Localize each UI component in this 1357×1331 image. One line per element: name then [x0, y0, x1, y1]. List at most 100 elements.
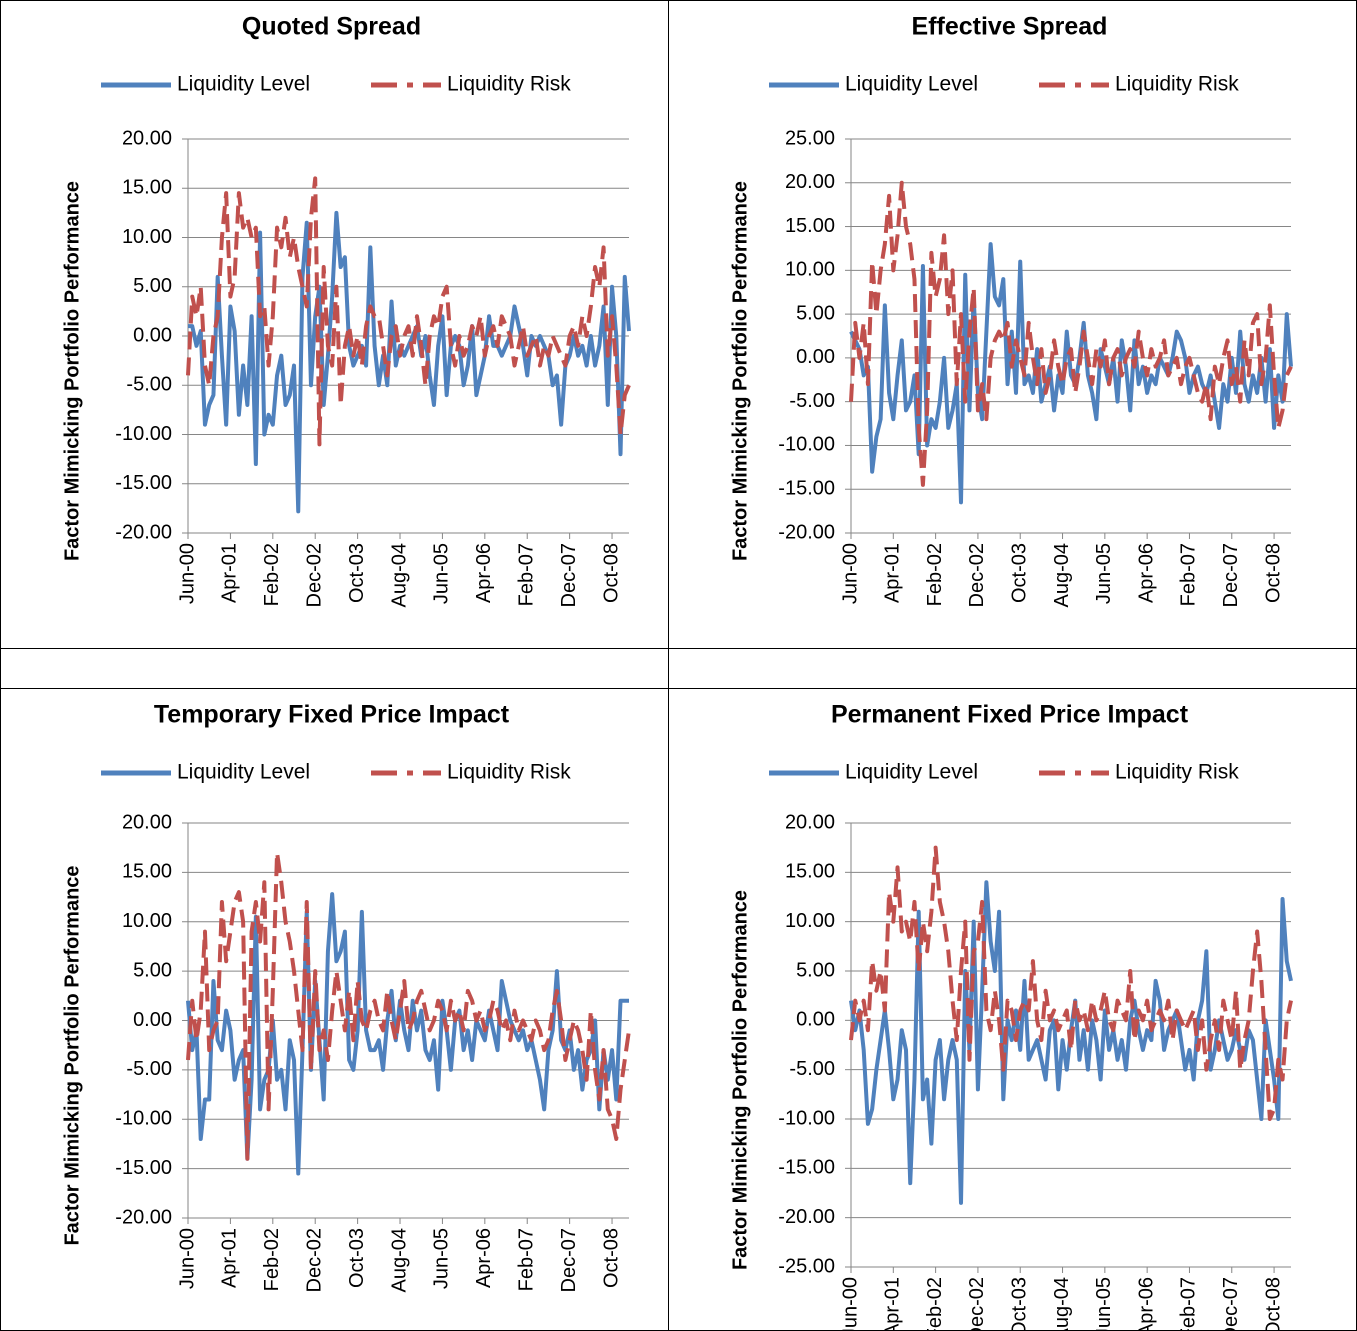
cell — [0, 648, 669, 689]
data-line — [849, 845, 1293, 1121]
chart: Temporary Fixed Price Impact Liquidity Le… — [61, 701, 631, 1293]
y-tick-label: -15.00 — [778, 1157, 835, 1179]
x-tick-label: Apr-01 — [882, 543, 904, 603]
y-axis-label: Factor Mimicking Portfolio Performance — [61, 865, 83, 1245]
x-tick-label: Jun-00 — [176, 1228, 198, 1289]
legend-label: Liquidity Risk — [1115, 761, 1239, 784]
x-tick-label: Feb-02 — [261, 1228, 283, 1291]
x-tick-label: Oct-03 — [346, 1228, 368, 1288]
y-tick-label: 5.00 — [133, 959, 172, 981]
y-tick-label: -10.00 — [778, 1107, 835, 1129]
x-tick-label: Dec-02 — [303, 1228, 325, 1292]
chart: Effective Spread Liquidity Level Liquidity… — [729, 13, 1293, 608]
chart-title: Effective Spread — [912, 13, 1108, 41]
chart: Permanent Fixed Price Impact Liquidity Le… — [729, 701, 1293, 1330]
x-tick-label: Jun-05 — [431, 1228, 453, 1289]
legend-label: Liquidity Risk — [1115, 73, 1239, 96]
y-tick-label: -15.00 — [115, 1157, 172, 1179]
chart-title: Quoted Spread — [242, 13, 421, 41]
y-tick-label: -5.00 — [789, 1058, 835, 1080]
y-axis-label: Factor Mimicking Portfolio Performance — [729, 890, 751, 1270]
cell: Permanent Fixed Price Impact Liquidity Le… — [668, 688, 1357, 1331]
y-tick-label: 5.00 — [796, 959, 835, 981]
chart-title: Temporary Fixed Price Impact — [154, 701, 510, 729]
x-tick-label: Apr-01 — [219, 543, 241, 603]
y-tick-label: 15.00 — [122, 861, 172, 883]
y-tick-label: -25.00 — [778, 1255, 835, 1277]
x-tick-label: Apr-06 — [1135, 543, 1157, 603]
x-tick-label: Oct-08 — [1262, 543, 1284, 603]
legend-label: Liquidity Level — [177, 73, 310, 96]
x-tick-label: Oct-08 — [1262, 1277, 1284, 1330]
x-tick-label: Jun-05 — [1093, 543, 1115, 604]
x-tick-label: Aug-04 — [388, 1228, 410, 1293]
x-tick-label: Feb-07 — [1178, 1277, 1200, 1330]
x-tick-label: Dec-07 — [558, 543, 580, 607]
data-line — [186, 176, 631, 447]
y-tick-label: -20.00 — [778, 521, 835, 543]
legend-label: Liquidity Risk — [447, 73, 571, 96]
y-tick-label: 10.00 — [785, 910, 835, 932]
y-axis-label: Factor Mimicking Portfolio Performance — [729, 181, 751, 561]
data-line — [186, 850, 631, 1161]
y-tick-label: 5.00 — [796, 302, 835, 324]
x-tick-label: Feb-02 — [924, 543, 946, 606]
x-tick-label: Apr-01 — [219, 1228, 241, 1288]
y-tick-label: 15.00 — [785, 861, 835, 883]
cell — [668, 648, 1357, 689]
x-tick-label: Oct-03 — [1009, 1277, 1031, 1330]
y-tick-label: 10.00 — [122, 910, 172, 932]
y-tick-label: -10.00 — [115, 423, 172, 445]
cell: Temporary Fixed Price Impact Liquidity Le… — [0, 688, 669, 1331]
cell: Effective Spread Liquidity Level Liquidity… — [668, 0, 1357, 649]
x-tick-label: Aug-04 — [1051, 1277, 1073, 1330]
y-tick-label: 25.00 — [785, 127, 835, 149]
x-tick-label: Oct-03 — [346, 543, 368, 603]
x-tick-label: Apr-06 — [473, 1228, 495, 1288]
x-tick-label: Jun-00 — [839, 1277, 861, 1330]
x-tick-label: Feb-02 — [924, 1277, 946, 1330]
y-tick-label: 5.00 — [133, 275, 172, 297]
legend-label: Liquidity Level — [845, 761, 978, 784]
x-tick-label: Jun-00 — [176, 543, 198, 604]
data-line — [849, 242, 1293, 505]
x-tick-label: Aug-04 — [388, 543, 410, 608]
x-tick-label: Feb-07 — [1178, 543, 1200, 606]
legend-label: Liquidity Level — [845, 73, 978, 96]
y-tick-label: 0.00 — [133, 1009, 172, 1031]
chart: Quoted Spread Liquidity Level Liquidity Ri… — [61, 13, 631, 608]
y-tick-label: 15.00 — [785, 215, 835, 237]
y-tick-label: 20.00 — [122, 811, 172, 833]
x-tick-label: Oct-03 — [1009, 543, 1031, 603]
y-tick-label: -5.00 — [789, 390, 835, 412]
y-tick-label: -5.00 — [126, 1058, 172, 1080]
x-tick-label: Apr-01 — [882, 1277, 904, 1330]
y-tick-label: -5.00 — [126, 374, 172, 396]
y-tick-label: -10.00 — [115, 1108, 172, 1130]
y-tick-label: -10.00 — [778, 434, 835, 456]
y-tick-label: 0.00 — [133, 324, 172, 346]
y-tick-label: 20.00 — [785, 171, 835, 193]
x-tick-label: Dec-02 — [966, 1277, 988, 1330]
x-tick-label: Aug-04 — [1051, 543, 1073, 608]
x-tick-label: Dec-07 — [558, 1228, 580, 1292]
x-tick-label: Feb-02 — [261, 543, 283, 606]
x-tick-label: Oct-08 — [600, 1228, 622, 1288]
x-tick-label: Oct-08 — [600, 543, 622, 603]
y-tick-label: -20.00 — [115, 1206, 172, 1228]
y-tick-label: 15.00 — [122, 177, 172, 199]
legend-label: Liquidity Risk — [447, 761, 571, 784]
y-tick-label: 0.00 — [796, 1009, 835, 1031]
y-tick-label: 0.00 — [796, 346, 835, 368]
x-tick-label: Dec-07 — [1220, 1277, 1242, 1330]
y-axis-label: Factor Mimicking Portfolio Performance — [61, 181, 83, 561]
x-tick-label: Jun-05 — [1093, 1277, 1115, 1330]
y-tick-label: -15.00 — [115, 472, 172, 494]
data-line — [188, 210, 631, 514]
x-tick-label: Dec-02 — [966, 543, 988, 607]
y-tick-label: -20.00 — [778, 1206, 835, 1228]
chart-title: Permanent Fixed Price Impact — [831, 701, 1189, 729]
y-tick-label: -15.00 — [778, 478, 835, 500]
y-tick-label: -20.00 — [115, 521, 172, 543]
x-tick-label: Dec-02 — [303, 543, 325, 607]
